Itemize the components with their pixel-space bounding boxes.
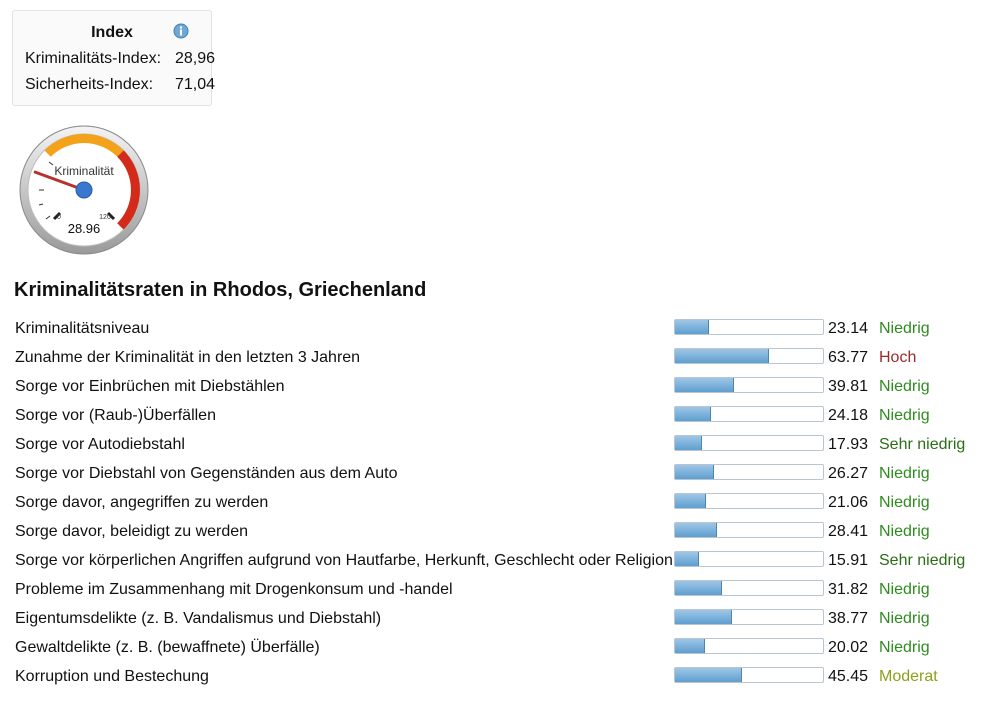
rate-bar <box>674 638 824 654</box>
table-row: Sorge davor, angegriffen zu werden 21.06 N… <box>0 489 982 518</box>
crime-gauge: Kriminalität 0 120 28.96 <box>19 125 149 255</box>
rate-bar-fill <box>675 320 710 334</box>
gauge-label: Kriminalität <box>54 164 114 178</box>
row-label: Gewaltdelikte (z. B. (bewaffnete) Überfä… <box>15 639 320 656</box>
rate-value: 17.93 <box>828 436 869 453</box>
rate-bar-fill <box>675 639 705 653</box>
crime-index-row: Kriminalitäts-Index: 28,96 <box>25 50 215 68</box>
rate-level: Niedrig <box>879 523 930 540</box>
table-row: Sorge vor körperlichen Angriffen aufgrun… <box>0 547 982 576</box>
row-label: Sorge davor, angegriffen zu werden <box>15 494 269 511</box>
index-title: Index <box>91 24 133 41</box>
row-label: Kriminalitätsniveau <box>15 320 150 337</box>
safety-index-row: Sicherheits-Index: 71,04 <box>25 76 215 94</box>
rate-value: 20.02 <box>828 639 869 656</box>
rate-bar <box>674 493 824 509</box>
row-label: Sorge davor, beleidigt zu werden <box>15 523 249 540</box>
rate-level: Moderat <box>879 668 938 685</box>
rate-bar-fill <box>675 465 714 479</box>
table-row: Zunahme der Kriminalität in den letzten … <box>0 344 982 373</box>
rate-value: 31.82 <box>828 581 869 598</box>
rate-value: 39.81 <box>828 378 869 395</box>
table-row: Sorge vor Diebstahl von Gegenständen aus… <box>0 460 982 489</box>
rate-value: 15.91 <box>828 552 869 569</box>
rate-bar <box>674 406 824 422</box>
rate-level: Hoch <box>879 349 917 366</box>
rate-bar-fill <box>675 523 718 537</box>
rate-bar-fill <box>675 581 723 595</box>
rate-bar <box>674 551 824 567</box>
rate-bar-fill <box>675 610 733 624</box>
safety-index-value: 71,04 <box>175 76 216 93</box>
rate-bar-fill <box>675 407 711 421</box>
gauge-band-red <box>117 150 140 230</box>
gauge-hub <box>75 181 93 199</box>
rate-value: 38.77 <box>828 610 869 627</box>
row-label: Sorge vor Einbrüchen mit Diebstählen <box>15 378 285 395</box>
rate-bar-fill <box>675 349 770 363</box>
crime-rates-table: Kriminalitätsniveau 23.14 Niedrig Zunahme d… <box>0 315 982 692</box>
rate-bar <box>674 348 824 364</box>
row-label: Sorge vor körperlichen Angriffen aufgrun… <box>15 552 673 569</box>
rate-value: 21.06 <box>828 494 869 511</box>
rate-bar-fill <box>675 552 699 566</box>
index-box: Index Kriminalitäts-Index: 28,96 Sicherh… <box>12 10 215 106</box>
row-label: Probleme im Zusammenhang mit Drogenkonsu… <box>15 581 453 598</box>
rate-bar <box>674 464 824 480</box>
crime-index-value: 28,96 <box>175 50 216 67</box>
rate-level: Niedrig <box>879 378 930 395</box>
gauge-max-label: 120 <box>99 214 111 221</box>
rate-bar-fill <box>675 668 743 682</box>
table-row: Gewaltdelikte (z. B. (bewaffnete) Überfä… <box>0 634 982 663</box>
gauge-min-label: 0 <box>57 214 61 221</box>
rate-level: Niedrig <box>879 610 930 627</box>
rate-level: Niedrig <box>879 639 930 656</box>
rate-value: 63.77 <box>828 349 869 366</box>
row-label: Zunahme der Kriminalität in den letzten … <box>15 349 361 366</box>
rate-bar <box>674 319 824 335</box>
row-label: Sorge vor (Raub-)Überfällen <box>15 407 216 424</box>
rate-bar <box>674 377 824 393</box>
rate-value: 26.27 <box>828 465 869 482</box>
rate-level: Niedrig <box>879 465 930 482</box>
table-row: Sorge vor Einbrüchen mit Diebstählen 39.8… <box>0 373 982 402</box>
table-row: Korruption und Bestechung 45.45 Moderat <box>0 663 982 692</box>
table-row: Eigentumsdelikte (z. B. Vandalismus und … <box>0 605 982 634</box>
table-row: Sorge vor (Raub-)Überfällen 24.18 Niedrig <box>0 402 982 431</box>
safety-index-label: Sicherheits-Index: <box>25 76 154 93</box>
rate-bar <box>674 667 824 683</box>
section-title: Kriminalitätsraten in Rhodos, Griechenla… <box>14 279 427 301</box>
rate-bar <box>674 580 824 596</box>
table-row: Sorge vor Autodiebstahl 17.93 Sehr niedrig <box>0 431 982 460</box>
gauge-value: 28.96 <box>68 221 101 236</box>
rate-value: 28.41 <box>828 523 869 540</box>
crime-index-label: Kriminalitäts-Index: <box>25 50 162 67</box>
rate-bar-fill <box>675 378 734 392</box>
gauge-band-orange <box>44 134 124 157</box>
row-label: Sorge vor Autodiebstahl <box>15 436 185 453</box>
row-label: Eigentumsdelikte (z. B. Vandalismus und … <box>15 610 382 627</box>
rate-level: Niedrig <box>879 581 930 598</box>
rate-value: 24.18 <box>828 407 869 424</box>
rate-bar <box>674 435 824 451</box>
rate-level: Sehr niedrig <box>879 436 966 453</box>
table-row: Sorge davor, beleidigt zu werden 28.41 Nie… <box>0 518 982 547</box>
gauge-needle <box>33 170 86 192</box>
info-icon[interactable] <box>173 23 189 39</box>
table-row: Kriminalitätsniveau 23.14 Niedrig <box>0 315 982 344</box>
rate-bar-fill <box>675 436 702 450</box>
table-row: Probleme im Zusammenhang mit Drogenkonsu… <box>0 576 982 605</box>
rate-bar <box>674 609 824 625</box>
rate-level: Niedrig <box>879 494 930 511</box>
rate-bar-fill <box>675 494 707 508</box>
rate-value: 23.14 <box>828 320 869 337</box>
rate-bar <box>674 522 824 538</box>
rate-level: Sehr niedrig <box>879 552 966 569</box>
rate-level: Niedrig <box>879 320 930 337</box>
rate-level: Niedrig <box>879 407 930 424</box>
rate-value: 45.45 <box>828 668 869 685</box>
row-label: Korruption und Bestechung <box>15 668 209 685</box>
row-label: Sorge vor Diebstahl von Gegenständen aus… <box>15 465 398 482</box>
